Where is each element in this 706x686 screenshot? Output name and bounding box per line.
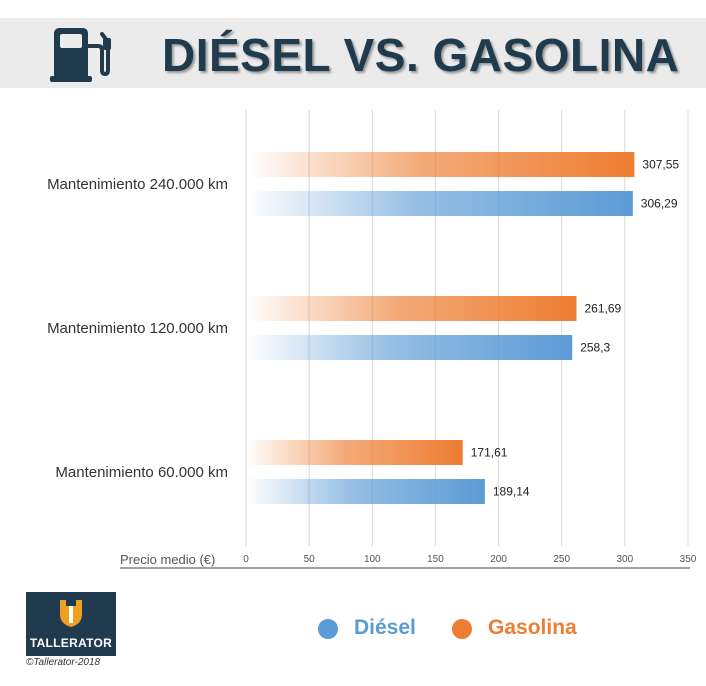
bar-chart: 0 50 100 150 200 250 300 350 Precio medio (€) Man… [47, 110, 697, 569]
copyright-text: ©Tallerator-2018 [26, 657, 101, 668]
data-label: 307,55 [642, 158, 679, 172]
bar-diesel [246, 335, 573, 360]
legend-swatch-diesel [318, 619, 338, 639]
data-label: 261,69 [584, 302, 621, 316]
data-label: 306,29 [641, 197, 678, 211]
category-label: Mantenimiento 60.000 km [55, 464, 228, 481]
x-tick-label: 200 [490, 554, 507, 565]
logo-mark-icon [60, 600, 82, 627]
bar-diesel [246, 191, 633, 216]
fuel-pump-icon [50, 28, 111, 82]
x-tick-label: 150 [427, 554, 444, 565]
legend-label-diesel: Diésel [354, 616, 416, 639]
bar-gasolina [246, 152, 635, 177]
category-label: Mantenimiento 120.000 km [47, 320, 228, 337]
bar-diesel [246, 479, 485, 504]
header-banner: DIÉSEL VS. GASOLINA [0, 18, 706, 88]
bars [246, 152, 635, 504]
labels: 0 50 100 150 200 250 300 350 Precio medio (€) Man… [47, 158, 697, 568]
bar-gasolina [246, 440, 463, 465]
data-label: 189,14 [493, 485, 530, 499]
x-tick-label: 50 [304, 554, 316, 565]
legend-swatch-gasolina [452, 619, 472, 639]
gridlines [120, 110, 690, 569]
x-axis-title: Precio medio (€) [120, 552, 215, 567]
x-tick-label: 250 [553, 554, 570, 565]
bar-gasolina [246, 296, 577, 321]
legend-label-gasolina: Gasolina [488, 616, 577, 639]
data-label: 171,61 [471, 446, 508, 460]
category-label: Mantenimiento 240.000 km [47, 176, 228, 193]
x-tick-label: 100 [364, 554, 381, 565]
page-title: DIÉSEL VS. GASOLINA [162, 29, 680, 81]
x-tick-label: 350 [680, 554, 697, 565]
tallerator-logo: TALLERATOR [26, 592, 116, 656]
data-label: 258,3 [580, 341, 610, 355]
x-tick-label: 300 [617, 554, 634, 565]
x-tick-label: 0 [243, 554, 249, 565]
logo-text: TALLERATOR [29, 636, 113, 650]
